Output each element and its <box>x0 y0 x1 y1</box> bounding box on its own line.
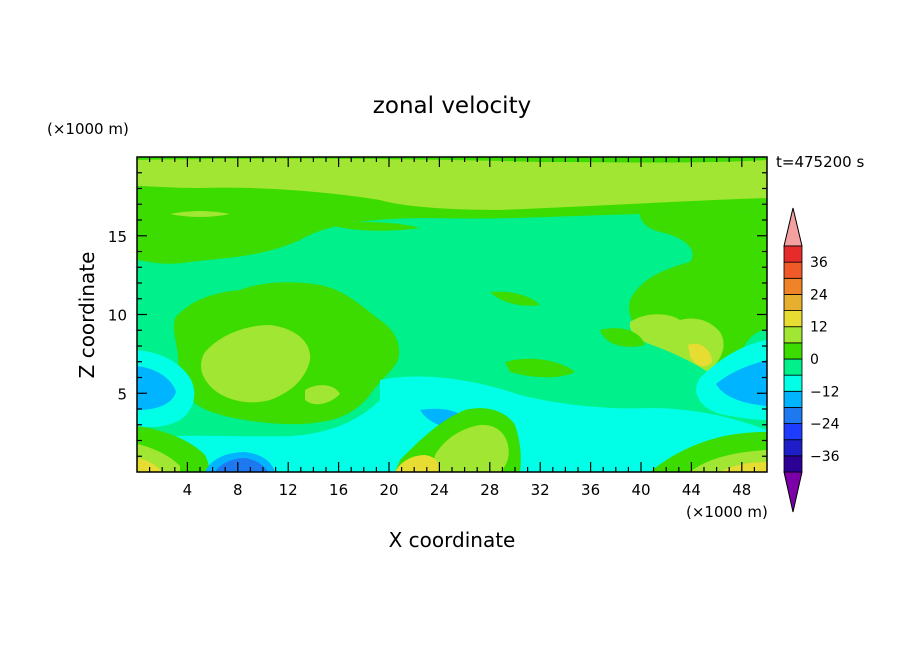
x-tick-label: 16 <box>329 481 348 499</box>
time-label: t=475200 s <box>776 153 864 171</box>
colorbar-box <box>783 277 803 295</box>
colorbar-top-triangle <box>783 207 803 247</box>
chart-title: zonal velocity <box>373 93 531 119</box>
contour-field <box>137 157 767 472</box>
colorbar-tick-label: 24 <box>810 287 828 303</box>
bottom-center-gold <box>395 455 439 472</box>
colorbar-box <box>783 358 803 376</box>
center-green-3 <box>490 291 540 306</box>
colorbar-tick-label: −12 <box>810 384 840 400</box>
colorbar-tick-label: 36 <box>810 255 828 271</box>
x-tick-label: 44 <box>682 481 701 499</box>
bottom-right-gold <box>720 462 767 472</box>
x-tick-label: 36 <box>581 481 600 499</box>
x-tick-label: 12 <box>279 481 298 499</box>
center-green-1 <box>505 358 575 378</box>
x-tick-label: 8 <box>233 481 243 499</box>
colorbar-box <box>783 342 803 360</box>
upper-streak <box>137 158 767 210</box>
x-tick-label: 28 <box>480 481 499 499</box>
y-unit-label: (×1000 m) <box>47 120 129 138</box>
colorbar-box <box>783 455 803 473</box>
x-tick-label: 4 <box>183 481 193 499</box>
colorbar-tick-label: −24 <box>810 417 840 433</box>
bottom-left-gold <box>137 458 162 472</box>
upper-streak-2 <box>170 211 230 217</box>
colorbar-box <box>783 245 803 263</box>
left-cyan <box>137 366 176 410</box>
colorbar-box <box>783 374 803 392</box>
left-yellow-2 <box>305 385 340 405</box>
x-tick-label: 32 <box>531 481 550 499</box>
colorbar-tick-label: −36 <box>810 449 840 465</box>
colorbar-box <box>783 407 803 424</box>
y-tick-label: 5 <box>117 385 127 403</box>
bottom-center-yellow <box>432 424 509 472</box>
bottom-blue <box>215 458 268 472</box>
colorbar-box <box>783 390 803 408</box>
upper-streak-3 <box>330 222 420 231</box>
x-tick-label: 20 <box>379 481 398 499</box>
colorbar-box <box>783 423 803 441</box>
left-yellow-blob <box>200 325 311 403</box>
colorbar-bottom-triangle <box>783 471 803 513</box>
x-unit-label: (×1000 m) <box>686 503 768 521</box>
x-axis-title: X coordinate <box>389 528 516 552</box>
colorbar-box <box>783 294 803 311</box>
right-cyan <box>716 360 767 406</box>
center-green-2 <box>600 328 645 347</box>
right-gold-spot <box>688 343 712 367</box>
x-axis: 4 8 12 16 20 24 28 32 36 40 44 48 <box>149 157 756 499</box>
colorbar-tick-label: 0 <box>810 352 819 368</box>
y-tick-label: 10 <box>108 307 127 325</box>
x-tick-label: 24 <box>430 481 449 499</box>
colorbar: 36 24 12 0 −12 −24 −36 <box>783 207 840 513</box>
y-tick-label: 15 <box>108 228 127 246</box>
x-tick-label: 40 <box>631 481 650 499</box>
colorbar-tick-label: 12 <box>810 320 828 336</box>
colorbar-box <box>783 439 803 457</box>
colorbar-box <box>783 261 803 279</box>
y-axis: 5 10 15 <box>108 172 767 457</box>
y-axis-title: Z coordinate <box>75 252 99 379</box>
colorbar-box <box>783 326 803 344</box>
colorbar-box <box>783 310 803 328</box>
x-tick-label: 48 <box>732 481 751 499</box>
